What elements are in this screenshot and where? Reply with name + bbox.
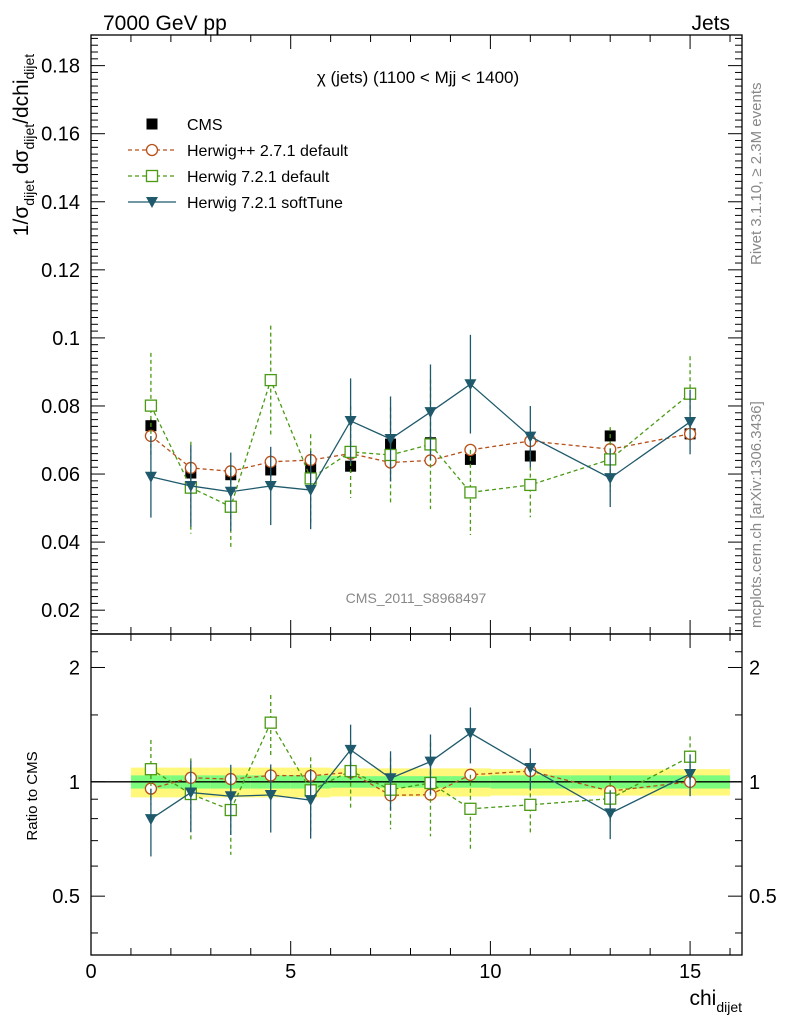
ratio-point — [344, 744, 357, 756]
ratio-point — [144, 814, 157, 826]
legend: CMS Herwig++ 2.7.1 default Herwig 7.2.1 de… — [128, 117, 349, 212]
chart-title: χ (jets) (1100 < Mjj < 1400) — [317, 68, 519, 87]
y-axis-label: 1/σdijet dσdijet/dchidijet — [10, 54, 37, 236]
main-point — [464, 379, 477, 391]
ratio-y-tick-label: 1 — [749, 772, 760, 794]
ratio-point — [684, 768, 697, 780]
ratio-point — [184, 787, 197, 799]
ratio-y-tick-label: 0.5 — [52, 886, 80, 908]
header-jets-label: Jets — [691, 12, 730, 35]
y-tick-label: 0.04 — [41, 532, 80, 554]
main-point — [264, 373, 277, 387]
legend-marker — [145, 143, 159, 157]
ratio-y-tick-label: 2 — [69, 657, 80, 679]
ratio-y-tick-label: 2 — [749, 657, 760, 679]
ratio-point — [264, 716, 277, 729]
main-point — [384, 433, 397, 445]
legend-marker — [145, 169, 159, 183]
legend-label: CMS — [187, 117, 223, 134]
legend-marker — [146, 118, 158, 130]
main-point — [604, 473, 617, 485]
rivet-version-label: Rivet 3.1.10, ≥ 2.3M events — [748, 83, 765, 266]
ratio-axis-label: Ratio to CMS — [24, 751, 41, 840]
y-tick-label: 0.16 — [41, 124, 80, 146]
x-tick-label: 15 — [679, 961, 701, 983]
ratio-point — [464, 728, 477, 740]
ratio-point — [224, 791, 237, 803]
y-tick-label: 0.14 — [41, 192, 80, 214]
main-point — [524, 431, 537, 443]
analysis-watermark: CMS_2011_S8968497 — [346, 590, 487, 606]
ratio-point — [604, 808, 617, 820]
ratio-point — [424, 756, 437, 768]
ratio-point — [264, 790, 277, 802]
main-point — [424, 407, 437, 419]
main-filled-triangle-down — [144, 334, 697, 531]
main-point — [144, 471, 157, 483]
main-point — [304, 485, 317, 497]
y-tick-label: 0.18 — [41, 56, 80, 78]
main-point — [524, 478, 537, 492]
main-point — [684, 416, 697, 428]
ratio-point — [524, 798, 537, 811]
legend-label: Herwig++ 2.7.1 default — [187, 143, 349, 160]
main-point — [144, 399, 158, 412]
main-point — [264, 480, 277, 492]
ratio-line — [150, 770, 691, 796]
y-tick-label: 0.1 — [52, 328, 80, 350]
main-line — [150, 378, 691, 508]
ratio-filled-triangle-down — [144, 707, 697, 857]
main-line — [150, 383, 691, 493]
y-tick-label: 0.12 — [41, 260, 80, 282]
main-point — [224, 486, 237, 498]
ratio-line — [150, 721, 691, 811]
x-tick-label: 5 — [285, 961, 296, 983]
ratio-point — [384, 773, 397, 785]
ratio-point — [144, 763, 158, 776]
y-tick-label: 0.06 — [41, 464, 80, 486]
ratio-point — [524, 763, 537, 775]
ratio-plot-frame — [90, 633, 743, 956]
svg-text:1/σdijet dσdijet/dchidijet: 1/σdijet dσdijet/dchidijet — [10, 54, 37, 236]
main-point — [184, 480, 197, 492]
x-tick-label: 0 — [85, 961, 96, 983]
ratio-line — [150, 732, 691, 820]
y-tick-label: 0.08 — [41, 396, 80, 418]
header-energy-label: 7000 GeV pp — [103, 12, 227, 35]
main-point — [464, 486, 477, 499]
ratio-point — [464, 802, 477, 815]
y-tick-label: 0.02 — [41, 600, 80, 622]
main-point — [345, 460, 357, 472]
ratio-point — [304, 795, 317, 807]
legend-marker — [146, 197, 158, 208]
ratio-y-tick-label: 1 — [69, 772, 80, 794]
mcplots-label: mcplots.cern.ch [arXiv:1306.3436] — [748, 401, 765, 628]
main-point — [344, 415, 357, 427]
legend-label: Herwig 7.2.1 default — [187, 169, 330, 186]
legend-label: Herwig 7.2.1 softTune — [187, 195, 343, 212]
main-line — [150, 433, 691, 472]
x-tick-label: 10 — [479, 961, 501, 983]
ratio-y-tick-label: 0.5 — [749, 886, 777, 908]
